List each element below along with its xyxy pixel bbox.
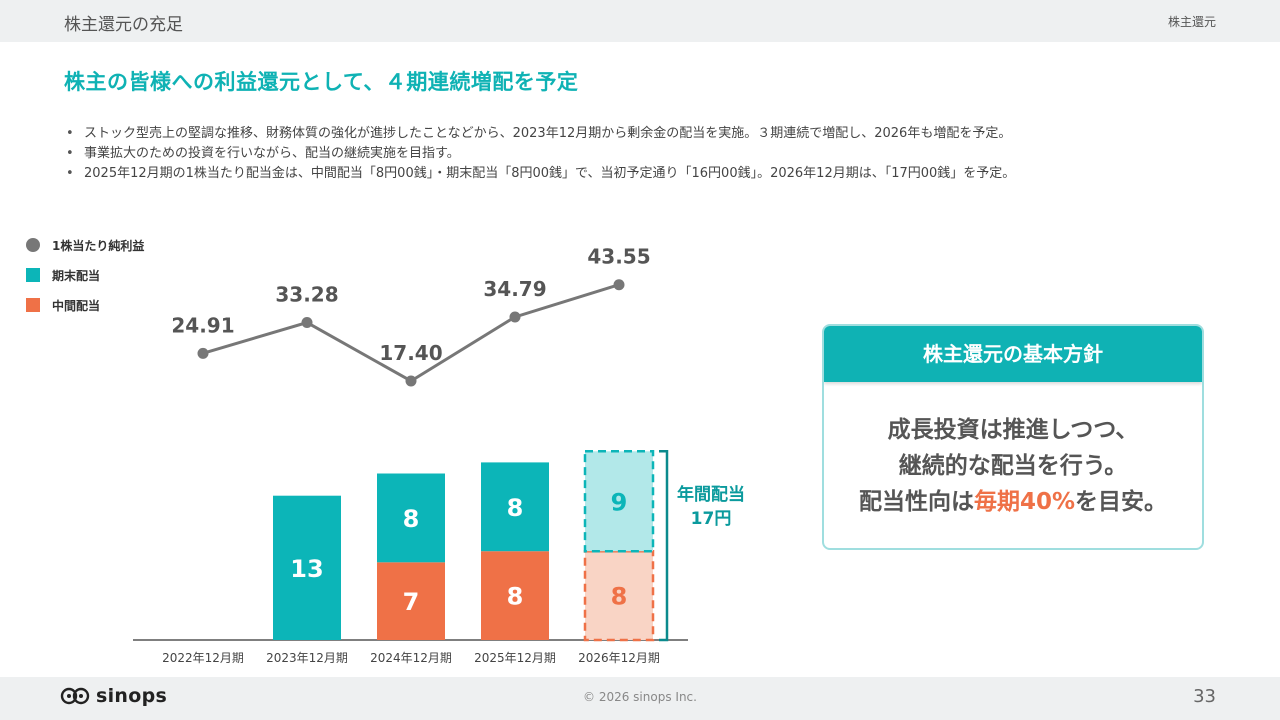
eps-point-4 [613, 279, 625, 291]
policy-line-3-post: を目安。 [1075, 489, 1168, 515]
legend-swatch-final [26, 268, 40, 282]
section-title: 株主還元の充足 [64, 15, 183, 35]
category-label-1: 2023年12月期 [266, 651, 348, 665]
annual-dividend-value: 17円 [691, 509, 732, 529]
eps-label-2: 17.40 [379, 341, 442, 365]
bar-label-interim-4: 8 [611, 583, 628, 611]
bar-label-interim-2: 7 [403, 588, 420, 616]
bar-interim-2 [377, 562, 445, 640]
footer-bar: sinops © 2026 sinops Inc. 33 [0, 677, 1280, 720]
dividend-chart: 2022年12月期 13 2023年12月期 7 8 2024年12月期 8 8 2025年12… [133, 245, 745, 665]
legend-label-eps: 1株当たり純利益 [52, 238, 145, 253]
annual-dividend-label: 年間配当 [677, 484, 745, 505]
copyright: © 2026 sinops Inc. [583, 690, 697, 704]
legend-item-interim: 中間配当 [26, 290, 144, 320]
category-label-4: 2026年12月期 [578, 651, 660, 665]
policy-body: 成長投資は推進しつつ、 継続的な配当を行う。 配当性向は毎期40%を目安。 [824, 382, 1202, 520]
policy-highlight: 毎期40% [973, 489, 1076, 515]
bar-label-final-2: 8 [403, 505, 420, 533]
bullet-item: ストック型売上の堅調な推移、財務体質の強化が進捗したことなどから、2023年12… [64, 124, 1254, 144]
legend-label-interim: 中間配当 [52, 298, 101, 313]
bar-interim-3 [481, 551, 549, 640]
forecast-bracket [659, 450, 669, 642]
eps-point-3 [509, 311, 521, 323]
legend-item-eps: 1株当たり純利益 [26, 230, 144, 260]
logo-text: sinops [96, 685, 168, 707]
eps-line [202, 283, 620, 383]
policy-line-2: 継続的な配当を行う。 [898, 453, 1128, 479]
policy-line-3: 配当性向は毎期40%を目安。 [824, 484, 1202, 520]
page-headline: 株主の皆様への利益還元として、４期連続増配を予定 [64, 70, 579, 94]
legend-dot-icon [26, 238, 40, 252]
bar-label-final-1: 13 [290, 555, 323, 583]
legend-label-final: 期末配当 [52, 268, 101, 283]
bar-final-4 [583, 450, 655, 553]
bar-label-final-3: 8 [507, 494, 524, 522]
legend-item-final: 期末配当 [26, 260, 144, 290]
legend-swatch-interim [26, 298, 40, 312]
eps-label-3: 34.79 [483, 277, 546, 301]
bar-final-1 [273, 495, 341, 640]
bullet-item: 2025年12月期の1株当たり配当金は、中間配当「8円00銭」・期末配当「8円0… [64, 164, 1254, 184]
bar-final-2 [377, 473, 445, 563]
policy-box: 株主還元の基本方針 成長投資は推進しつつ、 継続的な配当を行う。 配当性向は毎期… [822, 324, 1204, 550]
bar-label-final-4: 9 [611, 488, 628, 516]
policy-line-1: 成長投資は推進しつつ、 [887, 417, 1139, 443]
bar-interim-4 [583, 549, 655, 642]
category-label-3: 2025年12月期 [474, 651, 556, 665]
page-number: 33 [1193, 686, 1216, 707]
section-tag: 株主還元 [1167, 15, 1216, 29]
eps-label-0: 24.91 [171, 313, 234, 337]
company-logo: sinops [60, 685, 167, 707]
bar-final-3 [481, 462, 549, 552]
category-label-0: 2022年12月期 [162, 651, 244, 665]
eps-label-1: 33.28 [275, 283, 338, 307]
bullet-item: 事業拡大のための投資を行いながら、配当の継続実施を目指す。 [64, 144, 1254, 164]
eps-label-4: 43.55 [587, 245, 650, 269]
eps-point-1 [301, 317, 313, 329]
chart-legend: 1株当たり純利益 期末配当 中間配当 [26, 230, 144, 320]
policy-title: 株主還元の基本方針 [824, 326, 1202, 382]
category-label-2: 2024年12月期 [370, 651, 452, 665]
eps-point-0 [197, 347, 209, 359]
eps-point-2 [405, 375, 417, 387]
policy-line-3-pre: 配当性向は [858, 489, 974, 515]
bar-label-interim-3: 8 [507, 583, 524, 611]
bullet-list: ストック型売上の堅調な推移、財務体質の強化が進捗したことなどから、2023年12… [64, 124, 1254, 184]
top-bar: 株主還元の充足 株主還元 [0, 0, 1280, 42]
logo-mark-icon [60, 687, 90, 705]
